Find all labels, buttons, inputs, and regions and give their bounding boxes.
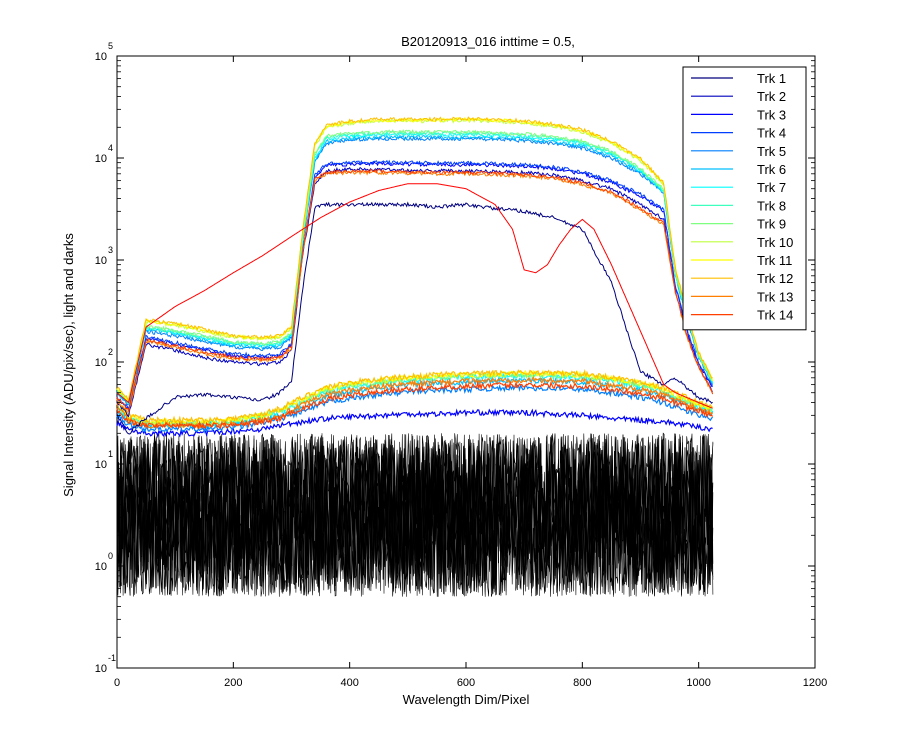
- lower-band-trace: [116, 380, 714, 430]
- series-line-2: [116, 166, 713, 418]
- legend-label: Trk 10: [757, 235, 793, 250]
- y-tick-label-exponent: 2: [108, 347, 113, 357]
- series-line-4: [116, 159, 713, 411]
- series-line-12: [116, 116, 713, 403]
- legend-label: Trk 6: [757, 162, 786, 177]
- y-tick-label-exponent: 3: [108, 245, 113, 255]
- y-tick-label-base: 10: [95, 357, 107, 369]
- legend-label: Trk 12: [757, 271, 793, 286]
- dark-frame-trace: [116, 433, 714, 597]
- series-line-14: [116, 168, 714, 413]
- y-tick-label-exponent: -1: [108, 653, 116, 663]
- series-line-15: [116, 183, 713, 409]
- series-line-9: [116, 128, 713, 405]
- series-line-10: [116, 118, 713, 400]
- x-tick-label: 0: [114, 677, 120, 689]
- legend-label: Trk 1: [757, 71, 786, 86]
- x-axis-label: Wavelength Dim/Pixel: [403, 692, 530, 707]
- legend-label: Trk 4: [757, 126, 786, 141]
- x-tick-label: 600: [457, 677, 475, 689]
- y-tick-label-exponent: 0: [108, 551, 113, 561]
- y-tick-label-base: 10: [95, 153, 107, 165]
- y-tick-label-exponent: 5: [108, 41, 113, 51]
- x-tick-label: 400: [340, 677, 358, 689]
- y-tick-label-exponent: 1: [108, 449, 113, 459]
- legend-label: Trk 7: [757, 180, 786, 195]
- y-tick-label-base: 10: [95, 51, 107, 63]
- legend-label: Trk 8: [757, 198, 786, 213]
- y-tick-label-base: 10: [95, 561, 107, 573]
- x-tick-label: 1000: [686, 677, 710, 689]
- x-tick-label: 800: [573, 677, 591, 689]
- series-line-6: [116, 134, 713, 406]
- legend-box: [682, 66, 807, 331]
- legend-label: Trk 5: [757, 144, 786, 159]
- y-tick-label-base: 10: [95, 663, 107, 675]
- y-tick-label-exponent: 4: [108, 143, 113, 153]
- legend: Trk 1 Trk 2 Trk 3 Trk 4 Trk 5 Trk 6 Trk 7 Trk 8…: [682, 66, 807, 331]
- legend-label: Trk 3: [757, 107, 786, 122]
- y-axis-label: Signal Intensity (ADU/pix/sec), light an…: [61, 233, 76, 497]
- y-tick-label-base: 10: [95, 255, 107, 267]
- chart-title: B20120913_016 inttime = 0.5,: [401, 34, 575, 49]
- series-line-1: [116, 201, 713, 435]
- legend-label: Trk 11: [757, 253, 792, 268]
- legend-label: Trk 2: [757, 89, 786, 104]
- series-layer: [116, 116, 714, 597]
- legend-label: Trk 9: [757, 217, 786, 232]
- legend-label: Trk 13: [757, 289, 793, 304]
- lower-band-trace: [116, 408, 713, 439]
- lower-band-trace: [116, 368, 713, 425]
- y-tick-label-base: 10: [95, 459, 107, 471]
- x-tick-label: 200: [224, 677, 242, 689]
- x-tick-label: 1200: [803, 677, 827, 689]
- x-axis: 0 200 400 600 800 1000 1200: [114, 56, 827, 689]
- legend-label: Trk 14: [757, 308, 793, 323]
